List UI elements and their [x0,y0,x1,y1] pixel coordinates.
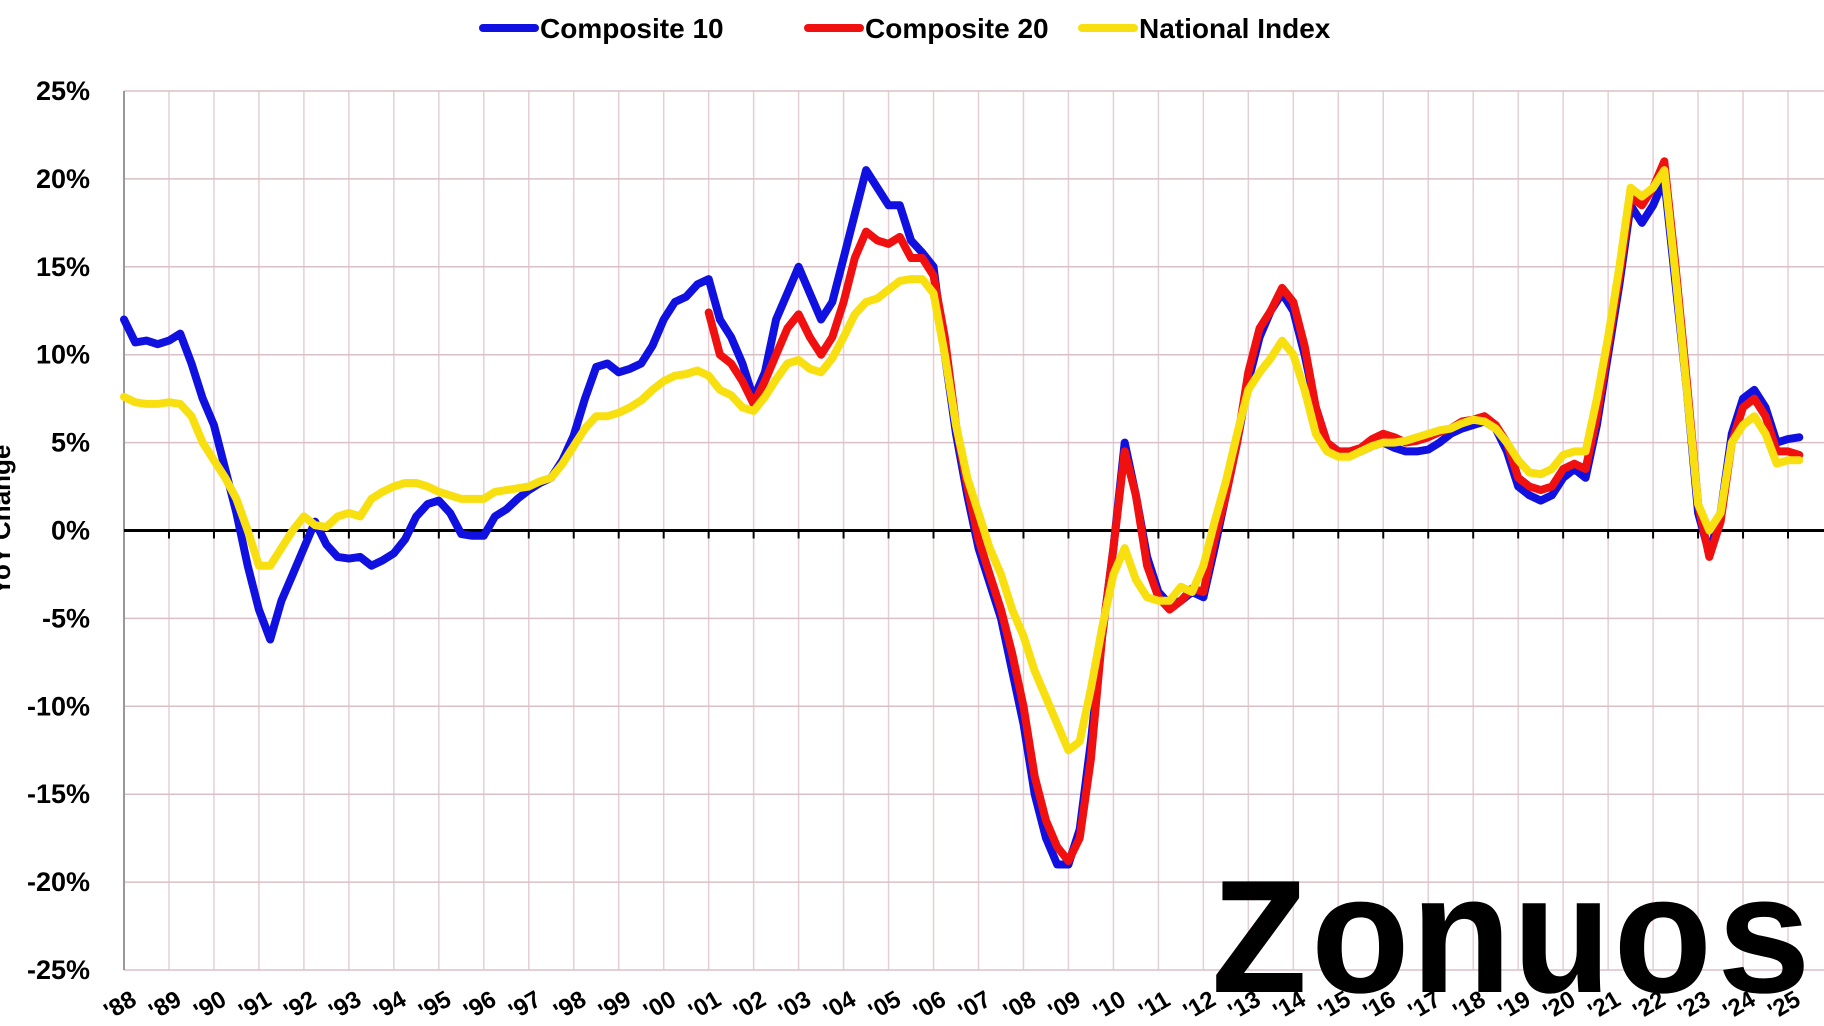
y-tick-label: -20% [27,867,90,897]
x-tick-label: '97 [504,986,546,1026]
y-tick-label: 25% [36,76,90,106]
y-tick-label: 15% [36,252,90,282]
watermark: Zonuos [1209,853,1814,1026]
y-tick-label: 20% [36,164,90,194]
legend-label: National Index [1139,13,1331,44]
x-tick-label: '88 [99,986,141,1026]
y-tick-label: -5% [42,603,90,633]
x-tick-label: '08 [999,986,1041,1026]
x-tick-label: '93 [324,986,366,1026]
y-tick-label: 10% [36,340,90,370]
lines [120,157,1804,869]
y-axis-title: YoY Change [0,445,16,596]
x-tick-label: '92 [279,986,321,1026]
x-tick-label: '04 [819,985,861,1025]
x-tick-label: '02 [729,986,771,1026]
x-tick-label: '95 [414,986,456,1026]
x-tick-label: '98 [549,986,591,1026]
legend-label: Composite 10 [540,13,724,44]
x-tick-label: '96 [459,986,501,1026]
legend-label: Composite 20 [865,13,1049,44]
y-tick-label: 0% [51,516,90,546]
y-tick-label: -10% [27,691,90,721]
x-tick-label: '05 [864,986,906,1026]
x-tick-label: '94 [369,985,411,1025]
x-tick-label: '90 [189,986,231,1026]
x-tick-label: '10 [1089,986,1131,1026]
x-tick-label: '00 [639,986,681,1026]
y-tick-label: -25% [27,955,90,985]
x-tick-label: '91 [234,986,276,1026]
x-tick-label: '09 [1044,986,1086,1026]
x-tick-label: '06 [909,986,951,1026]
x-tick-label: '89 [144,986,186,1026]
x-tick-label: '99 [594,986,636,1026]
legend: Composite 10 Composite 20 National Index [479,13,1331,44]
x-tick-label: '01 [684,986,726,1026]
y-tick-label: 5% [51,428,90,458]
series-line [120,166,1804,755]
x-tick-label: '07 [954,986,996,1026]
x-tick-label: '11 [1134,986,1174,1025]
series-line [120,166,1804,869]
y-tick-label: -15% [27,779,90,809]
x-tick-label: '03 [774,986,816,1026]
